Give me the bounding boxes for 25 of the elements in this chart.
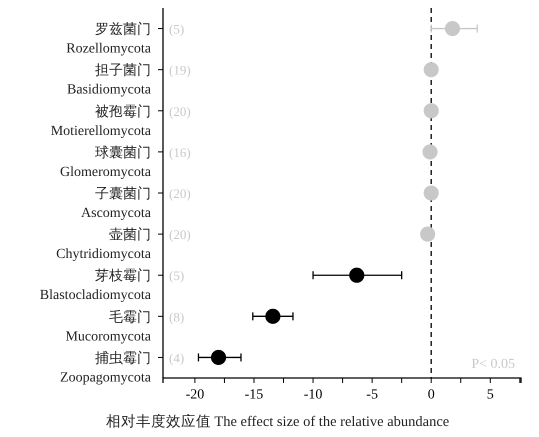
point <box>424 103 439 118</box>
y-tick-label: 子囊菌门 Ascomycota <box>81 186 152 221</box>
point <box>265 308 280 324</box>
y-tick-label: 罗兹菌门 Rozellomycota <box>66 22 152 57</box>
point <box>420 226 436 242</box>
y-tick-label: 捕虫霉门 Zoopagomycota <box>60 350 152 386</box>
point <box>210 350 226 365</box>
x-axis-title: 相对丰度效应值 The effect size of the relative abundance <box>106 413 450 430</box>
y-tick-label: 毛霉门 Mucoromycota <box>65 309 152 344</box>
y-tick-label: 芽枝霉门 Blastocladiomycota <box>40 268 152 304</box>
point <box>444 21 460 36</box>
x-tick-label: -20 <box>186 388 204 403</box>
point <box>349 268 364 283</box>
point <box>422 144 438 160</box>
point <box>424 62 439 78</box>
y-tick-label: 球囊菌门 Glomeromycota <box>60 144 152 180</box>
x-tick-label: -5 <box>366 388 378 403</box>
y-tick-label: 担子菌门 Basidiomycota <box>67 62 152 98</box>
y-tick-label: 被孢霉门 Motierellomycota <box>50 104 152 139</box>
x-tick-label: 5 <box>486 388 494 403</box>
x-tick-label: -10 <box>304 388 322 403</box>
x-tick-label: -15 <box>244 388 264 403</box>
point <box>424 185 439 201</box>
x-tick-label: 0 <box>428 388 435 403</box>
y-tick-label: 壶菌门 Chytridiomycota <box>56 227 152 262</box>
